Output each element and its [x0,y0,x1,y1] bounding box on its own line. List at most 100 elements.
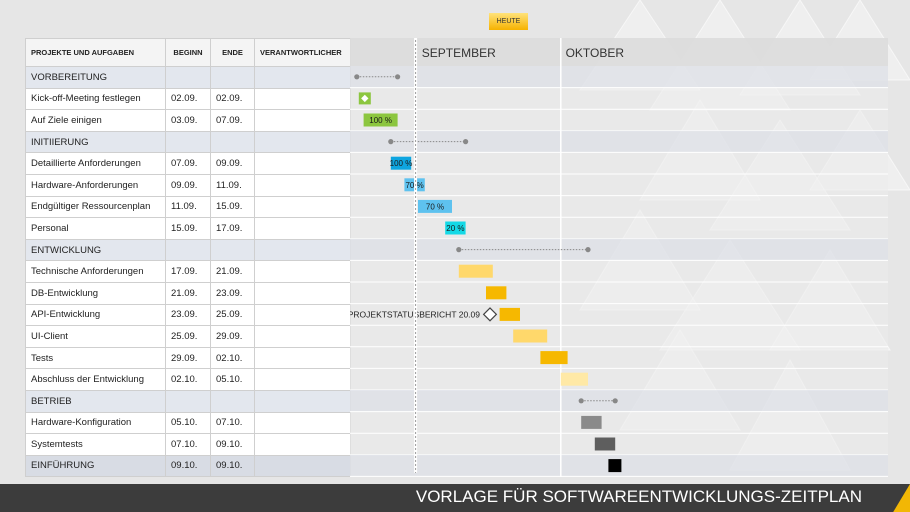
owner-cell [254,346,351,370]
end-date-cell: 17.09. [210,217,255,240]
header-owner: VERANTWORTLICHER [254,38,351,67]
owner-cell [254,109,351,132]
summary-end-dot [463,139,469,145]
task-bar [594,437,616,451]
table-row: Systemtests 07.10. 09.10. [25,433,351,456]
end-date-cell [210,66,255,89]
task-table-body: VORBEREITUNG Kick-off-Meeting festlegen 02… [25,66,351,478]
begin-date-cell: 09.10. [165,454,211,478]
summary-start-dot [354,74,360,80]
owner-cell [254,260,351,283]
task-name-cell: Hardware-Konfiguration [25,411,166,435]
gantt-phase-row [350,130,888,153]
summary-end-dot [585,247,591,253]
header-end: ENDE [210,38,255,67]
task-name-cell: Detaillierte Anforderungen [25,152,166,175]
begin-date-cell: 07.10. [165,433,211,456]
footer-title: VORLAGE FÜR SOFTWAREENTWICKLUNGS-ZEITPLA… [415,487,862,506]
owner-cell [254,281,351,305]
today-flag: HEUTE [489,13,528,30]
gantt-header [350,38,888,66]
task-name-cell: Systemtests [25,433,166,456]
end-date-cell: 23.09. [210,281,255,305]
end-date-cell: 07.09. [210,109,255,132]
task-bar [418,199,452,213]
owner-cell [254,195,351,219]
end-date-cell: 09.09. [210,152,255,175]
owner-cell [254,389,351,413]
table-row: Auf Ziele einigen 03.09. 07.09. [25,109,351,132]
end-date-cell [210,238,255,262]
begin-date-cell [165,238,211,262]
table-row-phase: INITIIERUNG [25,130,351,154]
begin-date-cell: 05.10. [165,411,211,435]
task-name-cell: Auf Ziele einigen [25,109,166,132]
end-date-cell: 25.09. [210,303,255,327]
gantt-phase-row [350,238,888,261]
table-row-phase: BETRIEB [25,389,351,413]
task-bar [581,415,602,429]
table-row: DB-Entwicklung 21.09. 23.09. [25,281,351,305]
task-name-cell: Personal [25,217,166,240]
month-label: SEPTEMBER [422,46,496,60]
task-name-cell: UI-Client [25,325,166,348]
table-row: Abschluss der Entwicklung 02.10. 05.10. [25,368,351,391]
begin-date-cell: 25.09. [165,325,211,348]
task-bar [458,264,493,278]
table-row: Hardware-Anforderungen 09.09. 11.09. [25,173,351,197]
header-begin: BEGINN [165,38,211,67]
task-name-cell: BETRIEB [25,389,166,413]
table-row: API-Entwicklung 23.09. 25.09. [25,303,351,327]
task-bar [608,459,622,473]
begin-date-cell: 09.09. [165,173,211,197]
end-date-cell [210,130,255,154]
progress-label: 20 % [446,224,464,233]
end-date-cell: 29.09. [210,325,255,348]
task-bar [499,307,520,321]
begin-date-cell: 02.09. [165,87,211,111]
owner-cell [254,325,351,348]
begin-date-cell: 29.09. [165,346,211,370]
task-name-cell: Kick-off-Meeting festlegen [25,87,166,111]
table-row-phase: ENTWICKLUNG [25,238,351,262]
owner-cell [254,217,351,240]
task-table: PROJEKTE UND AUFGABEN BEGINN ENDE VERANT… [25,38,351,478]
summary-end-dot [395,74,401,80]
summary-start-dot [388,139,394,145]
owner-cell [254,66,351,89]
begin-date-cell: 11.09. [165,195,211,219]
task-name-cell: VORBEREITUNG [25,66,166,89]
task-bar [560,372,588,386]
owner-cell [254,130,351,154]
header-task: PROJEKTE UND AUFGABEN [25,38,166,67]
task-name-cell: Technische Anforderungen [25,260,166,283]
table-row: Tests 29.09. 02.10. [25,346,351,370]
month-label: OKTOBER [566,46,625,60]
table-row-phase: EINFÜHRUNG 09.10. 09.10. [25,454,351,478]
footer-bar [0,484,910,512]
table-header-row: PROJEKTE UND AUFGABEN BEGINN ENDE VERANT… [25,38,351,67]
owner-cell [254,454,351,478]
task-name-cell: INITIIERUNG [25,130,166,154]
owner-cell [254,368,351,391]
table-row: Technische Anforderungen 17.09. 21.09. [25,260,351,283]
begin-date-cell: 03.09. [165,109,211,132]
owner-cell [254,173,351,197]
table-row: Hardware-Konfiguration 05.10. 07.10. [25,411,351,435]
owner-cell [254,433,351,456]
begin-date-cell: 17.09. [165,260,211,283]
end-date-cell: 09.10. [210,454,255,478]
task-name-cell: Tests [25,346,166,370]
progress-label: 100 % [390,159,413,168]
end-date-cell: 02.10. [210,346,255,370]
task-bar [486,286,507,300]
begin-date-cell: 07.09. [165,152,211,175]
task-name-cell: API-Entwicklung [25,303,166,327]
end-date-cell: 02.09. [210,87,255,111]
task-name-cell: Abschluss der Entwicklung [25,368,166,391]
task-name-cell: Endgültiger Ressourcenplan [25,195,166,219]
begin-date-cell [165,130,211,154]
end-date-cell: 05.10. [210,368,255,391]
owner-cell [254,238,351,262]
gantt-phase-row [350,390,888,412]
